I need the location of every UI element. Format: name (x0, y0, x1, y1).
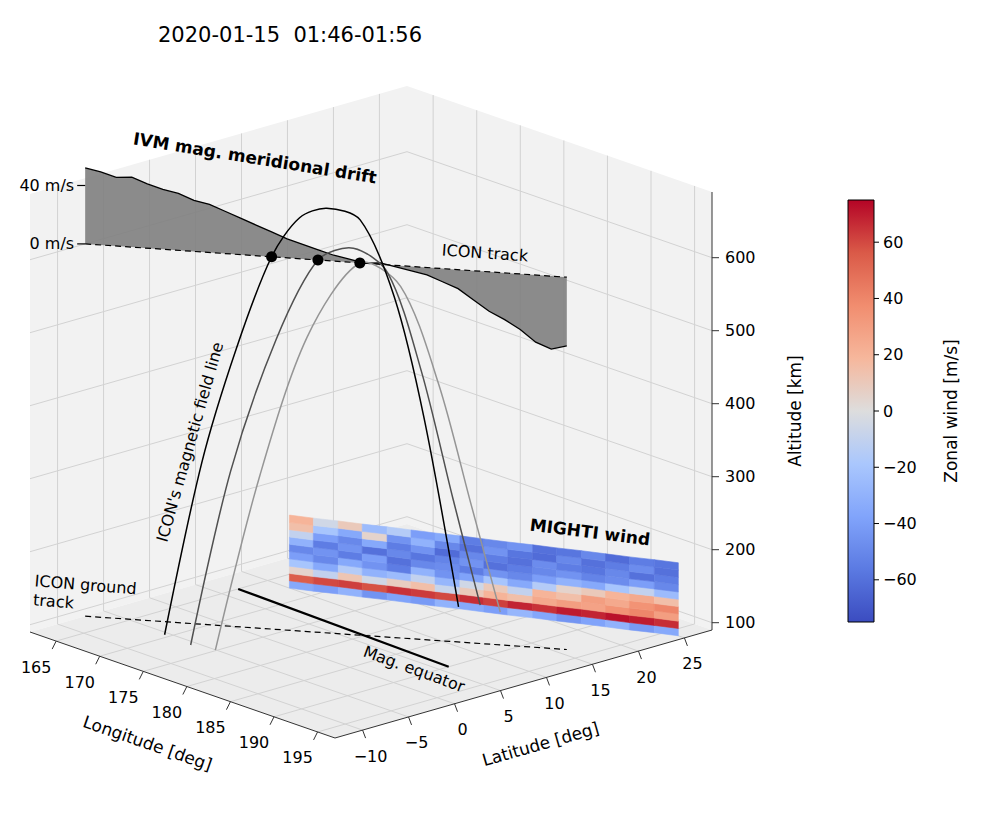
svg-text:195: 195 (282, 748, 313, 767)
svg-text:MIGHTI wind: MIGHTI wind (529, 515, 652, 550)
svg-text:−40: −40 (883, 514, 917, 533)
svg-text:0: 0 (883, 402, 893, 421)
svg-text:165: 165 (21, 658, 52, 677)
svg-text:ICON ground: ICON ground (34, 571, 138, 599)
svg-text:25: 25 (682, 654, 702, 673)
svg-text:170: 170 (64, 673, 95, 692)
svg-text:Altitude [km]: Altitude [km] (785, 355, 805, 467)
svg-text:300: 300 (725, 467, 756, 486)
svg-text:Mag. equator: Mag. equator (361, 642, 468, 697)
svg-text:20: 20 (883, 345, 903, 364)
svg-text:IVM mag. meridional drift: IVM mag. meridional drift (132, 129, 378, 188)
svg-text:175: 175 (108, 688, 139, 707)
svg-text:60: 60 (883, 233, 903, 252)
svg-text:0 m/s: 0 m/s (30, 234, 75, 253)
svg-text:100: 100 (725, 613, 756, 632)
svg-text:ICON's magnetic field line: ICON's magnetic field line (153, 340, 228, 544)
svg-text:200: 200 (725, 540, 756, 559)
svg-text:5: 5 (503, 707, 513, 726)
svg-text:track: track (32, 590, 75, 612)
svg-text:10: 10 (544, 694, 564, 713)
svg-text:−20: −20 (883, 458, 917, 477)
svg-text:20: 20 (636, 668, 656, 687)
svg-text:ICON track: ICON track (441, 241, 529, 266)
svg-text:−10: −10 (354, 747, 388, 766)
svg-text:500: 500 (725, 321, 756, 340)
svg-text:15: 15 (590, 681, 610, 700)
svg-text:0: 0 (457, 720, 467, 739)
svg-text:180: 180 (152, 703, 183, 722)
svg-text:185: 185 (195, 718, 226, 737)
svg-text:40 m/s: 40 m/s (19, 176, 74, 195)
svg-text:2020-01-15 01:46-01:56: 2020-01-15 01:46-01:56 (158, 23, 422, 47)
svg-text:600: 600 (725, 248, 756, 267)
svg-text:Zonal wind [m/s]: Zonal wind [m/s] (941, 339, 961, 482)
svg-text:−60: −60 (883, 570, 917, 589)
svg-text:400: 400 (725, 394, 756, 413)
svg-text:Latitude [deg]: Latitude [deg] (480, 718, 601, 770)
svg-text:40: 40 (883, 289, 903, 308)
svg-text:Longitude [deg]: Longitude [deg] (80, 711, 214, 774)
svg-text:190: 190 (239, 733, 270, 752)
svg-text:−5: −5 (405, 733, 429, 752)
